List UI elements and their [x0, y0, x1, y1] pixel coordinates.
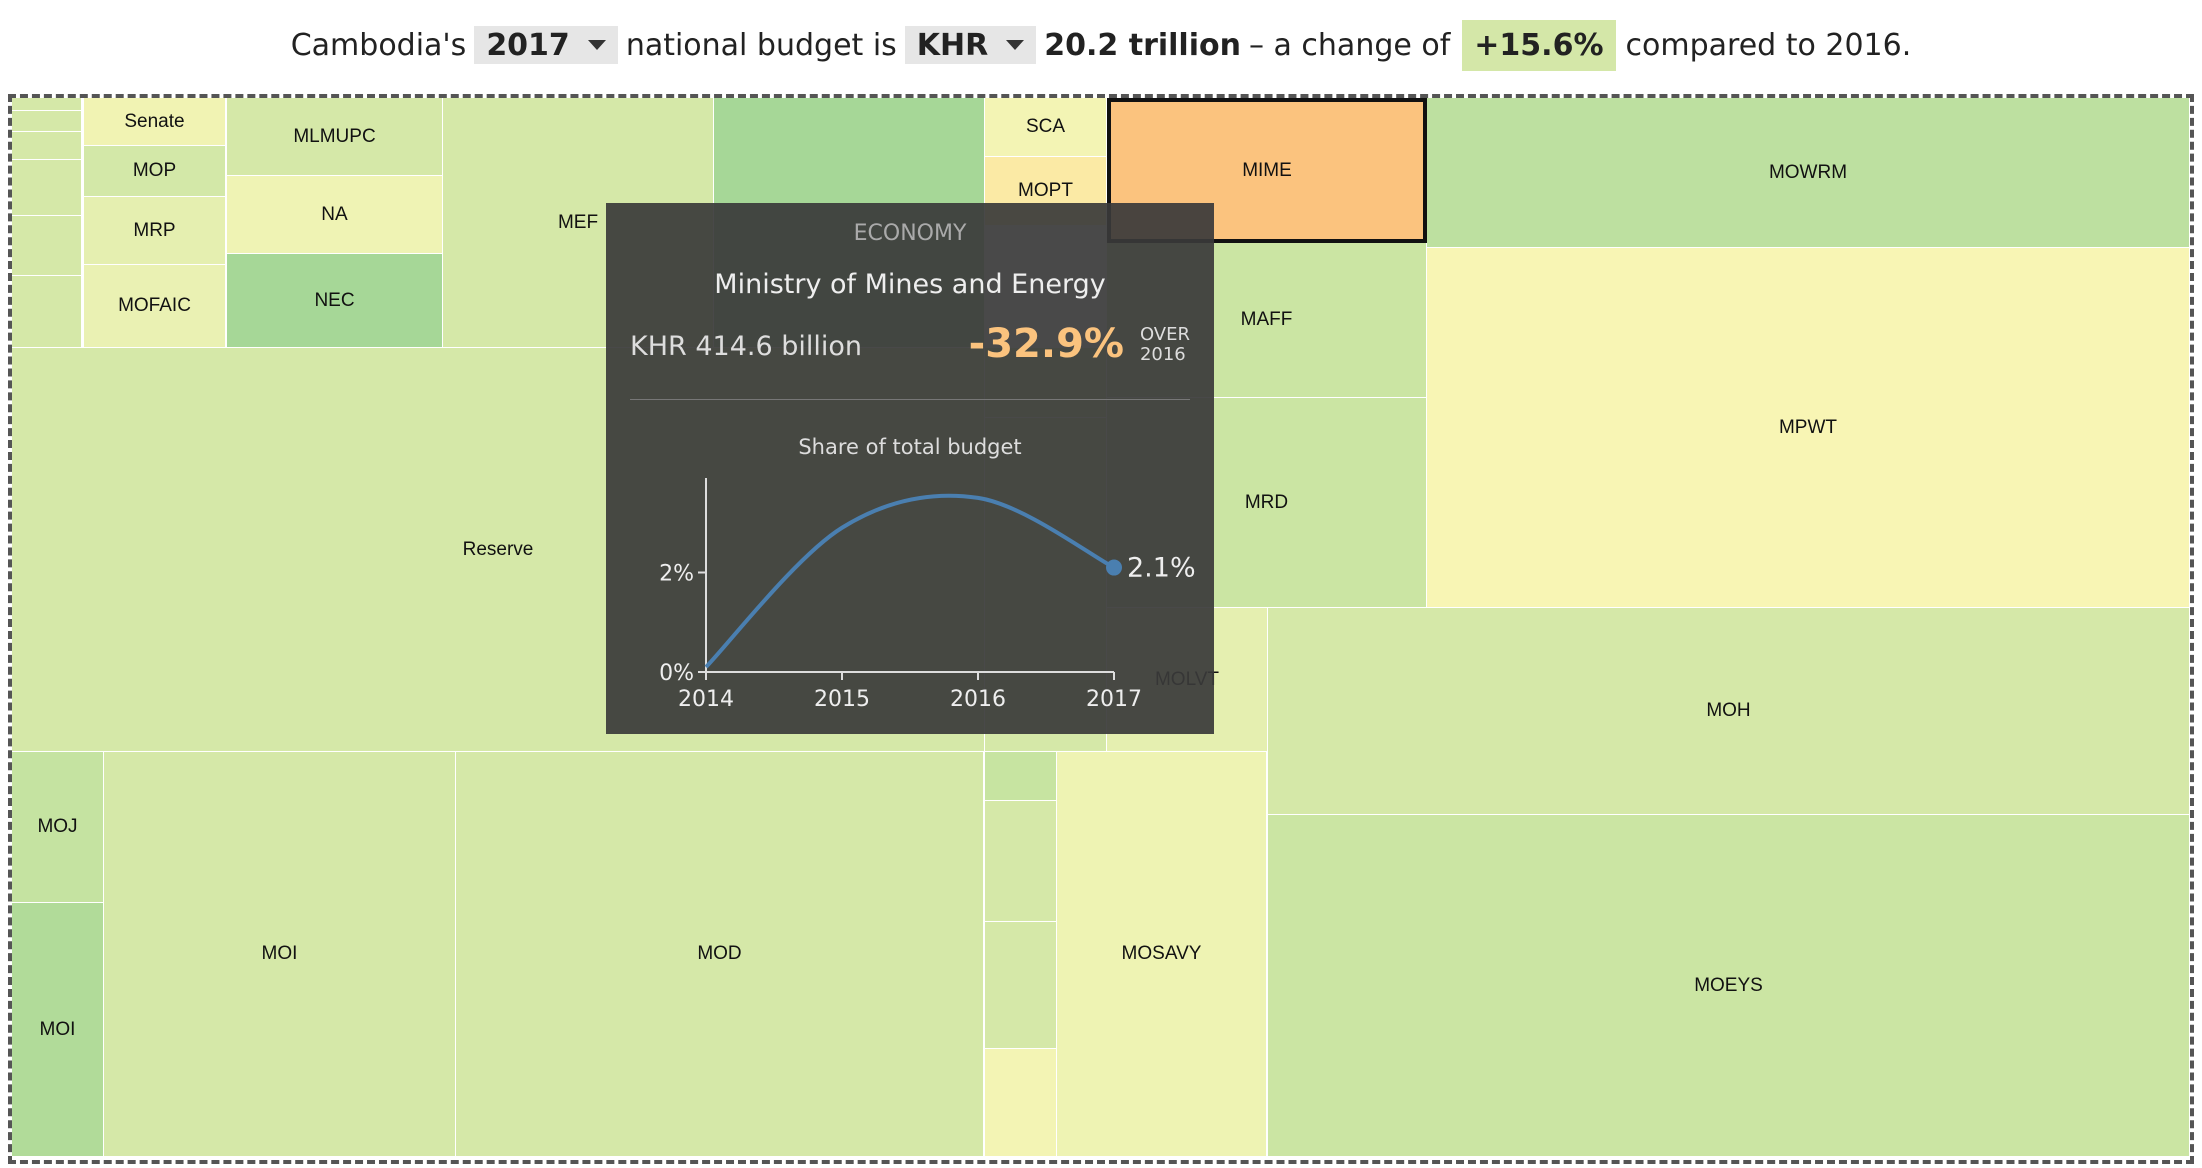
tooltip-change: -32.9%: [968, 321, 1124, 367]
caret-down-icon: [1006, 40, 1025, 50]
header-prefix: Cambodia's: [290, 27, 467, 63]
year-dropdown[interactable]: 2017: [474, 26, 618, 64]
treemap-cell-label: MOPT: [1018, 180, 1073, 201]
caret-down-icon: [587, 40, 606, 50]
treemap-cell-label: MOEYS: [1694, 974, 1763, 996]
header-middle: national budget is: [625, 27, 897, 63]
tooltip-chart-title: Share of total budget: [798, 435, 1022, 459]
treemap-cell-label: MRP: [133, 219, 176, 241]
treemap-cell-sca[interactable]: SCA: [985, 98, 1107, 157]
treemap-cell-moh[interactable]: MOH: [1268, 608, 2190, 815]
header-suffix: compared to 2016.: [1625, 27, 1912, 63]
x-tick-label: 2016: [950, 687, 1006, 712]
treemap-cell-label: MIME: [1242, 159, 1292, 181]
treemap-cell-mpwt[interactable]: MPWT: [1427, 248, 2190, 608]
treemap-cell-label: Senate: [124, 110, 185, 132]
treemap-cell-label: NA: [321, 203, 348, 225]
treemap-cell-senate[interactable]: Senate: [84, 98, 226, 146]
treemap-cell-unlabeled-34[interactable]: [985, 1049, 1057, 1157]
y-tick-label: 2%: [659, 562, 694, 587]
budget-summary-header: Cambodia's 2017 national budget is KHR 2…: [0, 0, 2202, 90]
treemap-cell-label: MOI: [39, 1018, 76, 1040]
treemap-cell-label: MOH: [1706, 700, 1751, 721]
budget-amount: 20.2 trillion: [1044, 27, 1241, 63]
tooltip-title: Ministry of Mines and Energy: [714, 269, 1106, 300]
treemap-cell-label: MRD: [1244, 491, 1289, 513]
treemap-frame: [8, 94, 2194, 1164]
treemap-cell-mop[interactable]: MOP: [84, 146, 226, 197]
change-text: – a change of: [1248, 27, 1451, 63]
treemap-cell-unlabeled-33[interactable]: [985, 922, 1057, 1049]
treemap-cell-mofaic[interactable]: MOFAIC: [84, 265, 226, 348]
year-dropdown-value: 2017: [486, 27, 570, 63]
treemap-cell-unlabeled-2[interactable]: [12, 132, 82, 160]
treemap-cell-label: MOSAVY: [1121, 943, 1202, 964]
treemap-cell-label: MEF: [557, 211, 599, 233]
tooltip-category: ECONOMY: [853, 221, 967, 246]
treemap-cell-mosavy[interactable]: MOSAVY: [1057, 752, 1267, 1157]
treemap-cell-label: MLMUPC: [293, 125, 376, 147]
currency-dropdown[interactable]: KHR: [904, 26, 1037, 64]
treemap-cell-moi[interactable]: MOI: [104, 752, 456, 1157]
tooltip-amount: KHR 414.6 billion: [630, 331, 863, 362]
ministry-tooltip: ECONOMY Ministry of Mines and Energy KHR…: [606, 203, 1214, 734]
treemap-cell-mod[interactable]: MOD: [456, 752, 984, 1157]
treemap-cell-label: MOJ: [37, 816, 78, 837]
treemap-cell-unlabeled-3[interactable]: [12, 160, 82, 216]
change-badge: +15.6%: [1462, 19, 1616, 71]
treemap-cell-unlabeled-32[interactable]: [985, 801, 1057, 922]
treemap-cell-moi[interactable]: MOI: [12, 903, 104, 1157]
treemap-cell-moj[interactable]: MOJ: [12, 752, 104, 903]
treemap-cell-label: Reserve: [462, 538, 534, 560]
treemap-cell-mlmupc[interactable]: MLMUPC: [227, 98, 443, 176]
treemap-cell-mowrm[interactable]: MOWRM: [1427, 98, 2190, 248]
tooltip-divider: [630, 399, 1190, 400]
treemap-cell-label: MPWT: [1778, 416, 1838, 438]
x-tick-label: 2014: [678, 687, 734, 712]
treemap-cell-moeys[interactable]: MOEYS: [1268, 815, 2190, 1157]
treemap-cell-na[interactable]: NA: [227, 176, 443, 254]
treemap-cell-mrp[interactable]: MRP: [84, 197, 226, 265]
treemap-cell-unlabeled-0[interactable]: [12, 98, 82, 111]
treemap-cell-unlabeled-31[interactable]: [985, 752, 1057, 801]
treemap-cell-label: MOFAIC: [118, 295, 191, 316]
tooltip-over-year: 2016: [1139, 344, 1186, 365]
currency-dropdown-value: KHR: [916, 27, 989, 63]
treemap-cell-label: NEC: [314, 289, 355, 311]
treemap-cell-label: MOP: [132, 160, 177, 181]
tooltip-over-label: OVER: [1139, 324, 1190, 345]
x-tick-label: 2017: [1086, 687, 1142, 712]
treemap-cell-unlabeled-1[interactable]: [12, 111, 82, 132]
treemap-cell-label: MOD: [697, 943, 742, 964]
treemap-cell-nec[interactable]: NEC: [227, 254, 443, 348]
tooltip-over: OVER 2016: [1140, 325, 1190, 365]
series-end-point: [1106, 559, 1122, 576]
x-tick-label: 2015: [814, 687, 870, 712]
series-end-label: 2.1%: [1127, 553, 1196, 584]
y-tick-label: 0%: [659, 661, 694, 686]
share-line-chart: 2014 2015 2016 2017 0% 2% 2.1%: [659, 478, 1196, 712]
treemap-cell-unlabeled-5[interactable]: [12, 276, 82, 348]
treemap-cell-label: MAFF: [1240, 309, 1293, 330]
treemap-cell-label: MOI: [261, 943, 298, 964]
treemap-cell-label: SCA: [1025, 116, 1066, 137]
series-line: [704, 493, 1115, 669]
treemap-cell-label: MOWRM: [1768, 161, 1848, 183]
treemap-cell-unlabeled-4[interactable]: [12, 216, 82, 276]
